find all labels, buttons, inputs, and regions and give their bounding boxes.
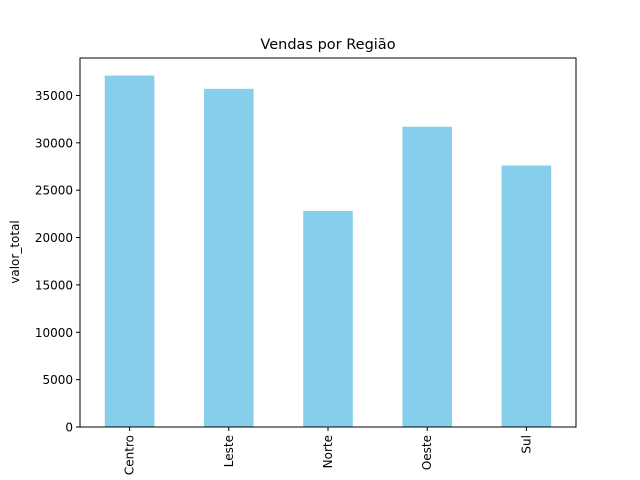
y-tick-label: 30000: [35, 136, 73, 150]
x-tick-label: Oeste: [420, 435, 434, 470]
y-tick-label: 5000: [42, 373, 73, 387]
x-tick-label: Sul: [519, 435, 533, 454]
x-tick-label: Centro: [123, 435, 137, 475]
y-tick-label: 35000: [35, 89, 73, 103]
bar-centro: [104, 75, 155, 428]
y-tick-label: 10000: [35, 326, 73, 340]
chart-title: Vendas por Região: [260, 37, 395, 53]
plot-frame: [79, 57, 577, 428]
y-tick-label: 0: [65, 421, 73, 435]
x-tick-label: Leste: [222, 435, 236, 467]
y-tick-label: 25000: [35, 184, 73, 198]
y-axis-label: valor_total: [8, 220, 22, 284]
bars-group: [104, 75, 552, 428]
bar-oeste: [402, 126, 452, 428]
y-tick-label: 15000: [35, 278, 73, 292]
y-ticks-group: 0 5000 10000 15000 20000 25000 30000 35000: [35, 89, 80, 435]
bar-sul: [501, 165, 552, 427]
y-tick-label: 20000: [35, 231, 73, 245]
x-tick-label: Norte: [321, 435, 335, 468]
bar-leste: [204, 88, 254, 427]
bar-norte: [303, 211, 353, 427]
x-ticks-group: Centro Leste Norte Oeste Sul: [123, 427, 533, 475]
